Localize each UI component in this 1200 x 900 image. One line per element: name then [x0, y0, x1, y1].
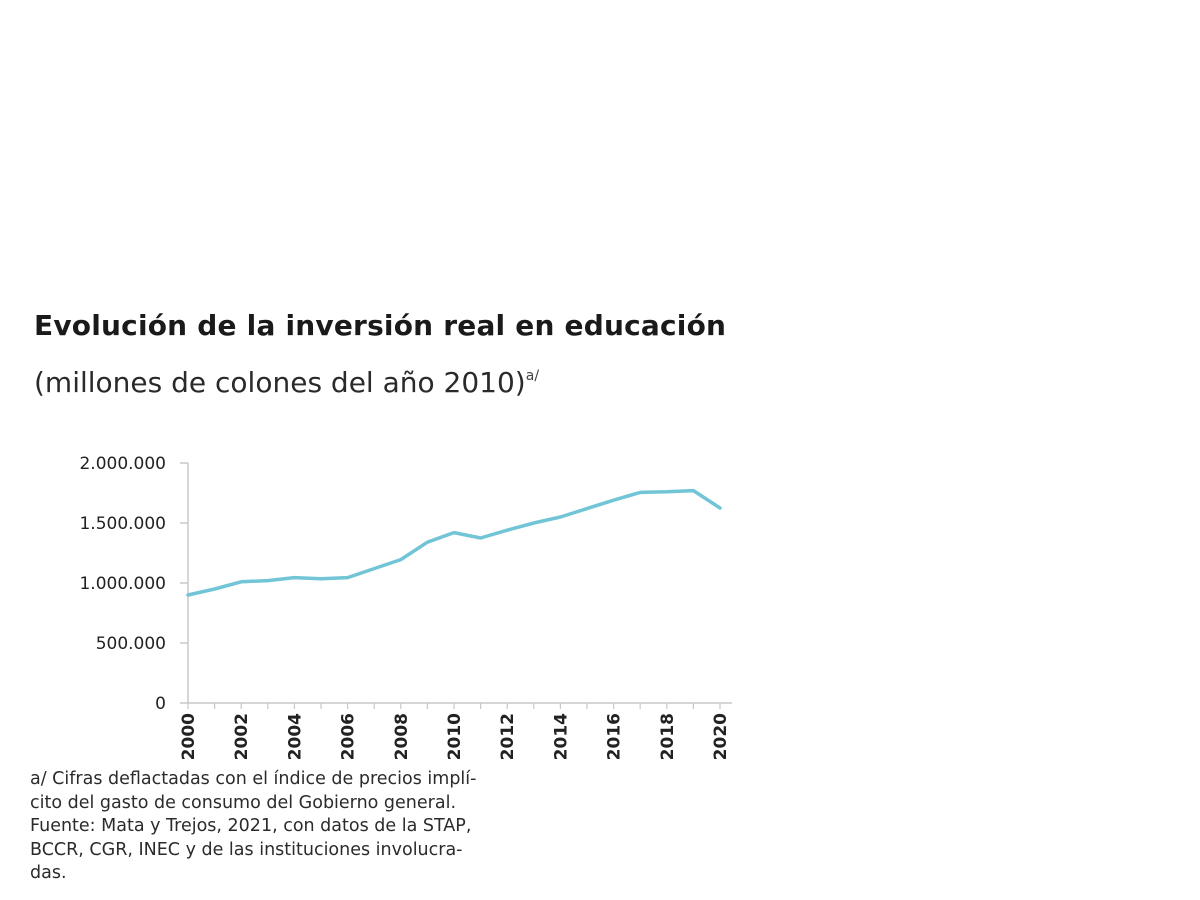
y-tick-label: 500.000	[96, 634, 166, 654]
y-tick-label: 1.500.000	[79, 514, 166, 534]
x-tick-label: 2012	[498, 713, 518, 760]
x-tick-label: 2020	[711, 713, 731, 760]
y-tick-label: 0	[155, 694, 166, 714]
note-line: cito del gasto de consumo del Gobierno g…	[30, 792, 457, 813]
note-line: Fuente: Mata y Trejos, 2021, con datos d…	[30, 816, 472, 836]
chart-notes: a/ Cifras deflactadas con el índice de p…	[30, 768, 750, 886]
x-tick-label: 2018	[658, 713, 678, 760]
note-line: das.	[30, 863, 67, 883]
chart-title: Evolución de la inversión real en educac…	[34, 309, 727, 342]
x-tick-label: 2004	[285, 713, 305, 760]
x-tick-label: 2002	[232, 713, 252, 760]
x-tick-label: 2010	[445, 713, 465, 760]
chart-subtitle-text: (millones de colones del año 2010)	[34, 366, 526, 399]
y-tick-label: 2.000.000	[79, 454, 166, 474]
x-tick-label: 2006	[339, 713, 359, 760]
y-tick-label: 1.000.000	[79, 574, 166, 594]
x-tick-label: 2000	[179, 713, 199, 760]
note-line: a/ Cifras deflactadas con el índice de p…	[30, 769, 477, 789]
x-axis-ticks: 2000 2002 2004 2006 2008 2010 2012 2014 2016 2018…	[179, 703, 731, 760]
x-tick-label: 2016	[605, 713, 625, 760]
chart-subtitle: (millones de colones del año 2010)a/	[34, 364, 734, 397]
note-line: BCCR, CGR, INEC y de las instituciones i…	[30, 839, 463, 860]
y-axis-ticks: 0 500.000 1.000.000 1.500.000 2.000.000	[79, 454, 188, 714]
x-tick-label: 2008	[392, 713, 412, 760]
chart-series	[186, 488, 722, 597]
chart-axes	[187, 463, 732, 704]
x-tick-label: 2014	[551, 713, 571, 760]
series-line	[186, 488, 722, 597]
subtitle-note-mark: a/	[525, 368, 540, 384]
